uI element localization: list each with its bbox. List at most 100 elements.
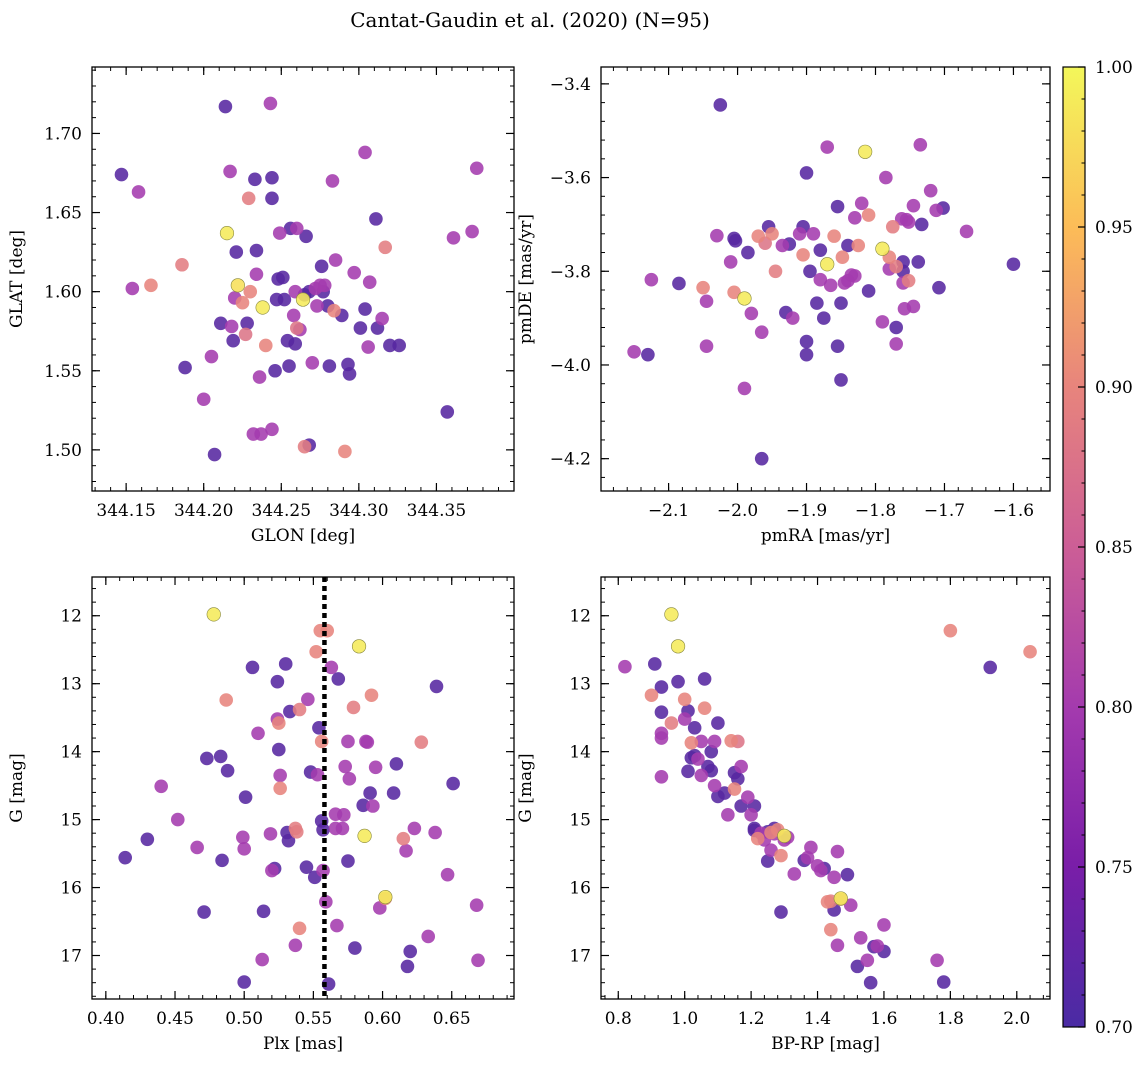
data-point: [654, 769, 669, 784]
data-point: [721, 808, 735, 822]
data-point: [407, 821, 422, 836]
data-point: [774, 905, 788, 919]
data-point: [289, 825, 304, 839]
panel-glon-glat: 344.15 344.20 344.25 344.30 344.35 1.50 1.55 1.…: [7, 66, 515, 546]
data-point: [299, 229, 313, 244]
data-point: [724, 733, 738, 748]
data-point: [243, 284, 258, 299]
data-point: [362, 275, 377, 289]
data-point: [813, 272, 828, 287]
data-point: [923, 183, 938, 198]
data-point: [863, 975, 878, 990]
y-tick-label: 12: [60, 607, 82, 627]
y-tick-label: 1.60: [44, 283, 82, 303]
data-point: [824, 922, 838, 937]
data-point: [465, 224, 479, 239]
data-point: [672, 276, 686, 291]
data-point: [1023, 644, 1037, 659]
data-point: [644, 272, 659, 287]
data-point: [219, 226, 235, 241]
data-point: [820, 140, 835, 154]
data-point: [959, 224, 974, 239]
data-point: [697, 701, 712, 715]
data-point: [823, 278, 838, 293]
data-point: [861, 284, 876, 298]
data-point: [775, 238, 790, 253]
data-point: [694, 734, 709, 749]
data-point: [787, 867, 802, 881]
x-tick-label: 1.6: [870, 1009, 897, 1029]
x-tick-label: 0.65: [433, 1009, 471, 1029]
data-point: [238, 790, 253, 804]
y-axis-label: G [mag]: [516, 753, 536, 822]
data-point: [901, 215, 916, 229]
data-point: [440, 405, 455, 419]
data-point: [328, 253, 343, 267]
data-point: [744, 808, 758, 822]
y-axis-label: GLAT [deg]: [7, 230, 27, 328]
data-point: [799, 166, 814, 180]
data-point: [834, 373, 848, 387]
data-point: [278, 657, 293, 671]
x-tick-label: −1.7: [924, 501, 965, 521]
data-point: [885, 219, 900, 234]
data-point: [263, 96, 278, 111]
x-tick-label: 2.0: [1003, 1009, 1030, 1029]
x-tick-label: 0.40: [87, 1009, 125, 1029]
data-point: [338, 759, 353, 774]
data-point: [830, 339, 845, 354]
data-point: [843, 898, 858, 913]
data-point: [428, 825, 442, 840]
y-tick-label: 15: [569, 811, 591, 831]
colorbar-tick-label: 0.85: [1095, 538, 1133, 558]
data-point: [860, 953, 875, 968]
data-point: [740, 790, 755, 804]
data-point: [911, 255, 926, 269]
data-point: [347, 265, 361, 280]
data-point: [707, 778, 722, 793]
data-point: [835, 250, 850, 265]
data-point: [727, 782, 742, 796]
data-point: [200, 751, 214, 766]
data-point: [310, 767, 325, 782]
data-point: [204, 349, 219, 364]
x-axis-label: pmRA [mas/yr]: [761, 526, 890, 546]
data-point: [255, 300, 270, 315]
y-tick-label: 14: [569, 743, 591, 763]
y-tick-label: 1.65: [44, 204, 82, 224]
x-tick-label: 0.55: [294, 1009, 332, 1029]
data-point: [768, 264, 783, 279]
data-point: [289, 321, 304, 335]
y-tick-label: 1.50: [44, 441, 82, 461]
data-point: [358, 145, 372, 160]
data-point: [810, 296, 824, 310]
data-point: [277, 292, 292, 307]
data-point: [281, 833, 296, 848]
data-point: [853, 931, 868, 945]
x-tick-label: 344.30: [329, 501, 388, 521]
colorbar-tick-label: 0.90: [1095, 378, 1133, 398]
data-point: [331, 672, 346, 686]
data-point: [360, 735, 375, 749]
axes-frame: [91, 66, 515, 492]
data-point: [848, 269, 862, 283]
colorbar-tick-label: 1.00: [1095, 58, 1133, 78]
data-point: [389, 757, 404, 771]
data-point: [723, 255, 738, 269]
data-point: [687, 721, 702, 735]
data-point: [356, 798, 370, 813]
x-tick-label: 1.4: [804, 1009, 831, 1029]
data-point: [792, 226, 807, 241]
data-point: [806, 226, 821, 241]
data-point: [273, 781, 287, 796]
data-point: [906, 299, 921, 314]
colorbar-tick-label: 0.75: [1095, 858, 1133, 878]
x-tick-label: 0.60: [364, 1009, 402, 1029]
data-point: [699, 339, 714, 354]
y-tick-label: 16: [569, 879, 591, 899]
data-point: [392, 338, 406, 353]
data-point: [841, 238, 855, 253]
data-point: [170, 812, 185, 827]
data-point: [414, 735, 429, 749]
data-point: [681, 764, 695, 779]
